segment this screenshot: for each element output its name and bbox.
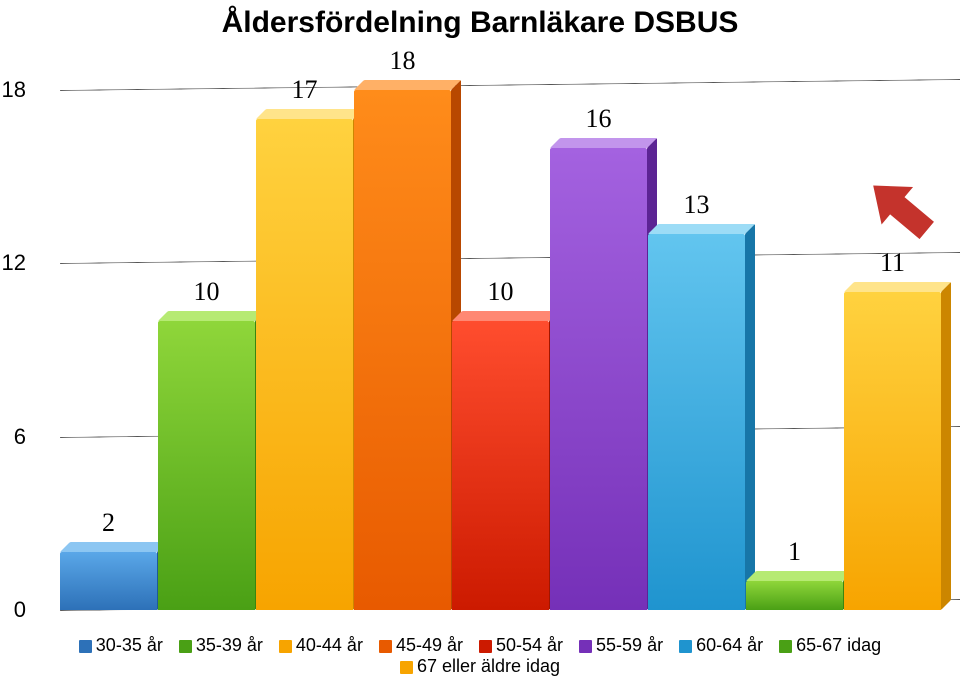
bar: 16 [550, 148, 647, 610]
y-axis-tick: 12 [0, 250, 26, 276]
bar: 13 [648, 234, 745, 610]
legend-label: 35-39 år [196, 635, 263, 655]
y-axis-tick: 0 [0, 597, 26, 623]
legend-label: 40-44 år [296, 635, 363, 655]
bar-value-label: 2 [60, 508, 157, 538]
legend-swatch-icon [279, 640, 292, 653]
legend-swatch-icon [479, 640, 492, 653]
legend-swatch-icon [579, 640, 592, 653]
legend-label: 30-35 år [96, 635, 163, 655]
legend-item: 60-64 år [679, 635, 763, 656]
legend-item: 30-35 år [79, 635, 163, 656]
bar-value-label: 13 [648, 190, 745, 220]
legend-swatch-icon [79, 640, 92, 653]
legend: 30-35 år 35-39 år 40-44 år 45-49 år 50-54 år… [0, 635, 960, 677]
legend-swatch-icon [179, 640, 192, 653]
chart-title: Åldersfördelning Barnläkare DSBUS [0, 6, 960, 40]
bar: 2 [60, 552, 157, 610]
bar-value-label: 18 [354, 46, 451, 76]
legend-label: 67 eller äldre idag [417, 656, 560, 676]
bar: 17 [256, 119, 353, 610]
bar: 10 [158, 321, 255, 610]
bar: 11 [844, 292, 941, 610]
legend-label: 65-67 idag [796, 635, 881, 655]
bar-value-label: 10 [452, 277, 549, 307]
legend-label: 45-49 år [396, 635, 463, 655]
bar-value-label: 10 [158, 277, 255, 307]
legend-item: 50-54 år [479, 635, 563, 656]
y-axis-tick: 6 [0, 424, 26, 450]
legend-swatch-icon [679, 640, 692, 653]
bar-value-label: 11 [844, 248, 941, 278]
legend-item: 35-39 år [179, 635, 263, 656]
bar-value-label: 1 [746, 537, 843, 567]
legend-label: 55-59 år [596, 635, 663, 655]
legend-item: 45-49 år [379, 635, 463, 656]
legend-swatch-icon [379, 640, 392, 653]
bar: 10 [452, 321, 549, 610]
y-axis-tick: 18 [0, 77, 26, 103]
legend-item: 55-59 år [579, 635, 663, 656]
bars-container: 2101718101613111 [60, 90, 950, 610]
bar: 1 [746, 581, 843, 610]
legend-item: 40-44 år [279, 635, 363, 656]
bar-value-label: 16 [550, 104, 647, 134]
legend-item: 67 eller äldre idag [400, 656, 560, 677]
bar: 18 [354, 90, 451, 610]
legend-label: 50-54 år [496, 635, 563, 655]
legend-swatch-icon [779, 640, 792, 653]
legend-item: 65-67 idag [779, 635, 881, 656]
legend-swatch-icon [400, 661, 413, 674]
plot-area: 2101718101613111 [30, 90, 940, 610]
legend-label: 60-64 år [696, 635, 763, 655]
bar-value-label: 17 [256, 75, 353, 105]
